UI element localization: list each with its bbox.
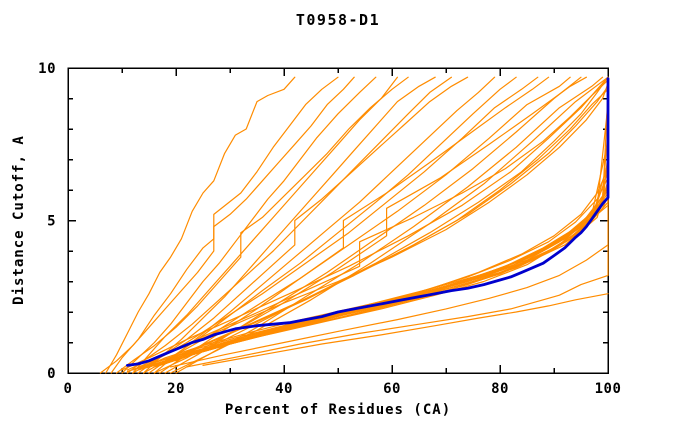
y-tick-label: 0 bbox=[47, 366, 56, 382]
model-curve bbox=[137, 76, 609, 371]
y-axis-label: Distance Cutoff, A bbox=[11, 135, 27, 305]
y-tick-label: 10 bbox=[38, 61, 56, 77]
y-tick-label: 5 bbox=[47, 214, 56, 230]
model-curve bbox=[99, 76, 355, 374]
model-curve bbox=[186, 134, 609, 368]
x-tick-label: 20 bbox=[167, 381, 185, 397]
highlighted-model-curve bbox=[126, 77, 610, 367]
x-axis-label: Percent of Residues (CA) bbox=[224, 402, 452, 418]
x-tick-label: 0 bbox=[64, 381, 73, 397]
model-curve bbox=[143, 76, 436, 374]
model-curve bbox=[115, 76, 409, 374]
model-curve bbox=[164, 76, 582, 374]
chart-title: T0958-D1 bbox=[295, 11, 381, 29]
model-curve bbox=[202, 293, 609, 366]
model-curve bbox=[137, 76, 469, 374]
model-curve bbox=[132, 76, 539, 374]
x-tick-label: 40 bbox=[275, 381, 293, 397]
model-curve bbox=[126, 82, 609, 371]
model-curve bbox=[137, 76, 609, 371]
model-curve bbox=[105, 76, 296, 374]
model-curve bbox=[132, 186, 609, 371]
x-tick-label: 100 bbox=[595, 381, 622, 397]
model-curve bbox=[132, 79, 609, 371]
model-curve bbox=[170, 244, 609, 368]
model-curve bbox=[153, 76, 588, 374]
model-curve bbox=[126, 76, 452, 374]
x-tick-label: 60 bbox=[383, 381, 401, 397]
x-tick-label: 80 bbox=[491, 381, 509, 397]
model-curve bbox=[175, 76, 609, 362]
model-curve bbox=[121, 76, 609, 371]
model-curve bbox=[126, 76, 609, 373]
model-curve bbox=[153, 76, 496, 374]
